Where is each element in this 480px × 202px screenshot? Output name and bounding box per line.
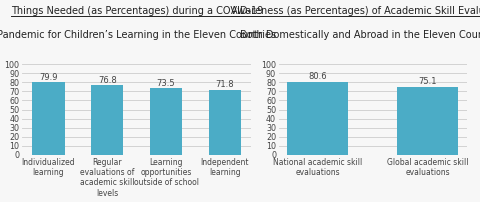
Bar [32, 82, 65, 155]
Text: 75.1: 75.1 [419, 77, 437, 86]
Bar [397, 87, 458, 155]
Text: 76.8: 76.8 [98, 76, 117, 85]
Text: Both Domestically and Abroad in the Eleven Countries: Both Domestically and Abroad in the Elev… [240, 30, 480, 40]
Bar [288, 82, 348, 155]
Bar [91, 85, 123, 155]
Text: Awareness (as Percentages) of Academic Skill Evaluations: Awareness (as Percentages) of Academic S… [231, 6, 480, 16]
Text: Things Needed (as Percentages) during a COVID-19: Things Needed (as Percentages) during a … [11, 6, 263, 16]
Bar [150, 88, 182, 155]
Text: 73.5: 73.5 [157, 79, 175, 88]
Text: 71.8: 71.8 [216, 80, 234, 89]
Text: 79.9: 79.9 [39, 73, 58, 82]
Text: Pandemic for Children’s Learning in the Eleven Countries: Pandemic for Children’s Learning in the … [0, 30, 276, 40]
Bar [209, 90, 241, 155]
Text: 80.6: 80.6 [308, 72, 327, 81]
